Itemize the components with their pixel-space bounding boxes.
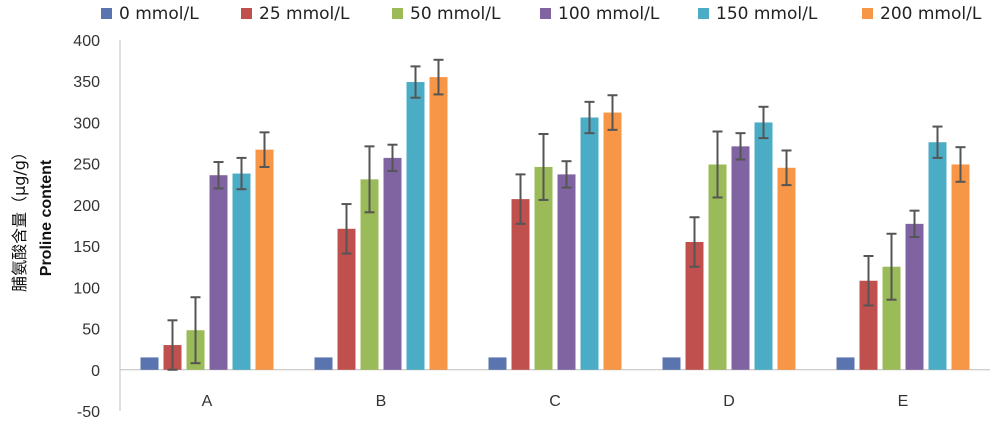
bar — [685, 241, 704, 370]
legend-swatch — [698, 8, 709, 19]
x-tick-label: D — [723, 393, 735, 410]
bar — [951, 164, 970, 370]
y-tick-label: 0 — [91, 363, 100, 380]
bar — [534, 166, 553, 370]
bar — [777, 167, 796, 370]
bar — [603, 112, 622, 370]
legend-swatch — [862, 8, 873, 19]
y-tick-label: 350 — [73, 74, 100, 91]
y-tick-label: 150 — [73, 239, 100, 256]
legend-label: 50 mmol/L — [410, 4, 501, 24]
bar — [255, 149, 274, 370]
bar — [232, 173, 251, 370]
error-bars — [167, 58, 966, 371]
bar — [928, 142, 947, 370]
x-tick-label: C — [549, 393, 561, 410]
bar — [360, 179, 379, 370]
x-axis-ticks: A B C D E — [202, 393, 909, 410]
bar — [580, 117, 599, 370]
legend-swatch — [101, 8, 112, 19]
y-tick-label: 50 — [82, 322, 100, 339]
legend-label: 0 mmol/L — [119, 4, 199, 24]
bar — [140, 357, 159, 370]
bar — [406, 82, 425, 370]
bar — [836, 357, 855, 370]
y-axis-title-en: Proline content — [38, 159, 55, 276]
bar — [429, 77, 448, 370]
bar — [337, 228, 356, 370]
bar — [383, 157, 402, 370]
bar — [209, 175, 228, 370]
x-tick-label: B — [376, 393, 387, 410]
y-axis-label-en: Proline content — [38, 159, 55, 276]
bar — [708, 164, 727, 370]
legend-label: 200 mmol/L — [880, 4, 982, 24]
y-tick-label: 250 — [73, 157, 100, 174]
bar — [859, 280, 878, 370]
bar — [488, 357, 507, 370]
bar — [662, 357, 681, 370]
bar — [905, 223, 924, 370]
legend-swatch — [392, 8, 403, 19]
y-tick-label: 300 — [73, 115, 100, 132]
y-axis-title: 脯氨酸含量（μg/g） — [10, 144, 29, 292]
y-tick-label: -50 — [77, 404, 100, 421]
legend-swatch — [241, 8, 252, 19]
bars — [140, 77, 970, 370]
bar — [882, 266, 901, 370]
y-tick-label: 200 — [73, 198, 100, 215]
x-tick-label: A — [202, 393, 213, 410]
y-tick-label: 400 — [73, 33, 100, 50]
y-axis-ticks: 400 350 300 250 200 150 100 50 0 -50 — [73, 33, 100, 421]
bar — [731, 146, 750, 370]
y-axis-label-cn: 脯氨酸含量（μg/g） — [10, 144, 29, 292]
bar — [511, 199, 530, 370]
bar — [314, 357, 333, 370]
legend-swatch — [540, 8, 551, 19]
bar — [557, 174, 576, 370]
legend-label: 100 mmol/L — [558, 4, 660, 24]
legend-label: 150 mmol/L — [716, 4, 818, 24]
legend-label: 25 mmol/L — [259, 4, 350, 24]
bar — [754, 122, 773, 370]
legend: 0 mmol/L 25 mmol/L 50 mmol/L 100 mmol/L 150 … — [101, 4, 982, 24]
y-tick-label: 100 — [73, 280, 100, 297]
x-tick-label: E — [898, 393, 909, 410]
